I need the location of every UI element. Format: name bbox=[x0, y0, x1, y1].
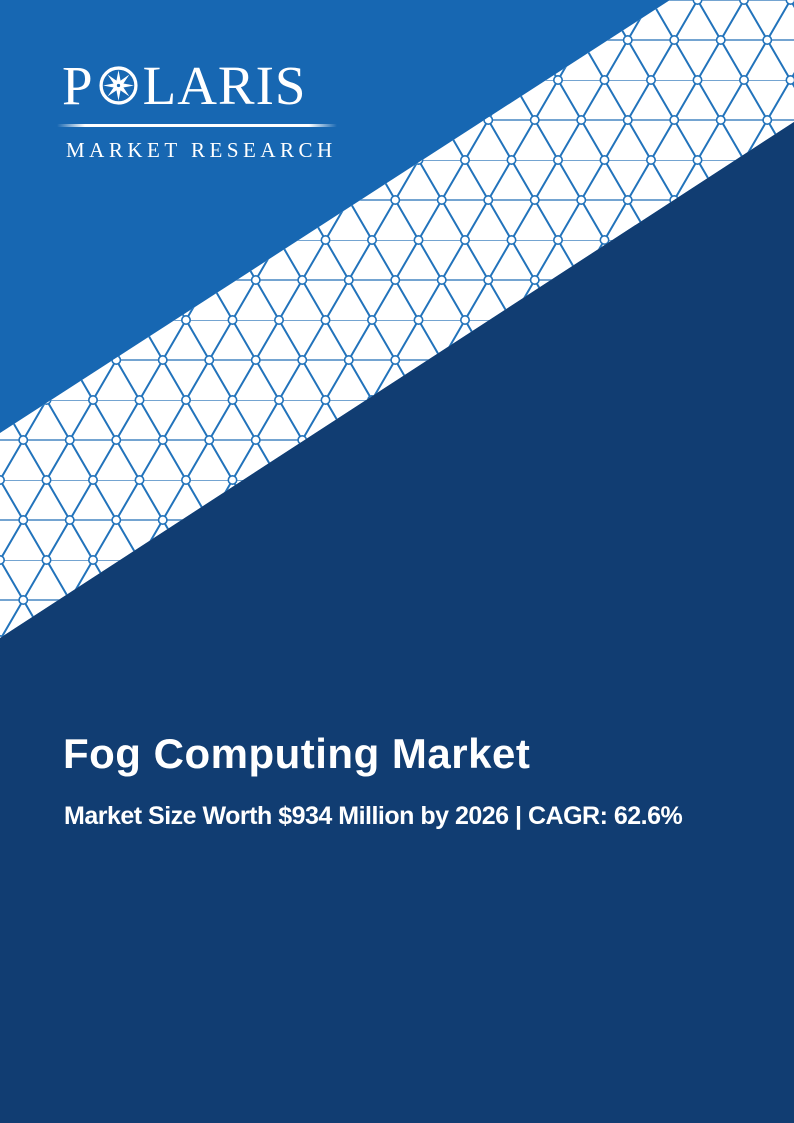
report-subtitle: Market Size Worth $934 Million by 2026 |… bbox=[64, 802, 683, 830]
brand-letter-p: P bbox=[62, 55, 94, 116]
brand-wordmark: P LARIS bbox=[62, 58, 339, 113]
polaris-logo: P LARIS MARKET RESEARCH bbox=[57, 58, 339, 162]
pattern-band-lattice bbox=[0, 0, 794, 638]
report-title: Fog Computing Market bbox=[63, 730, 531, 777]
compass-star-icon bbox=[99, 66, 138, 105]
logo-divider bbox=[57, 124, 337, 127]
brand-letters-laris: LARIS bbox=[142, 55, 307, 116]
brand-tagline: MARKET RESEARCH bbox=[66, 138, 337, 162]
navy-panel bbox=[0, 122, 794, 1123]
